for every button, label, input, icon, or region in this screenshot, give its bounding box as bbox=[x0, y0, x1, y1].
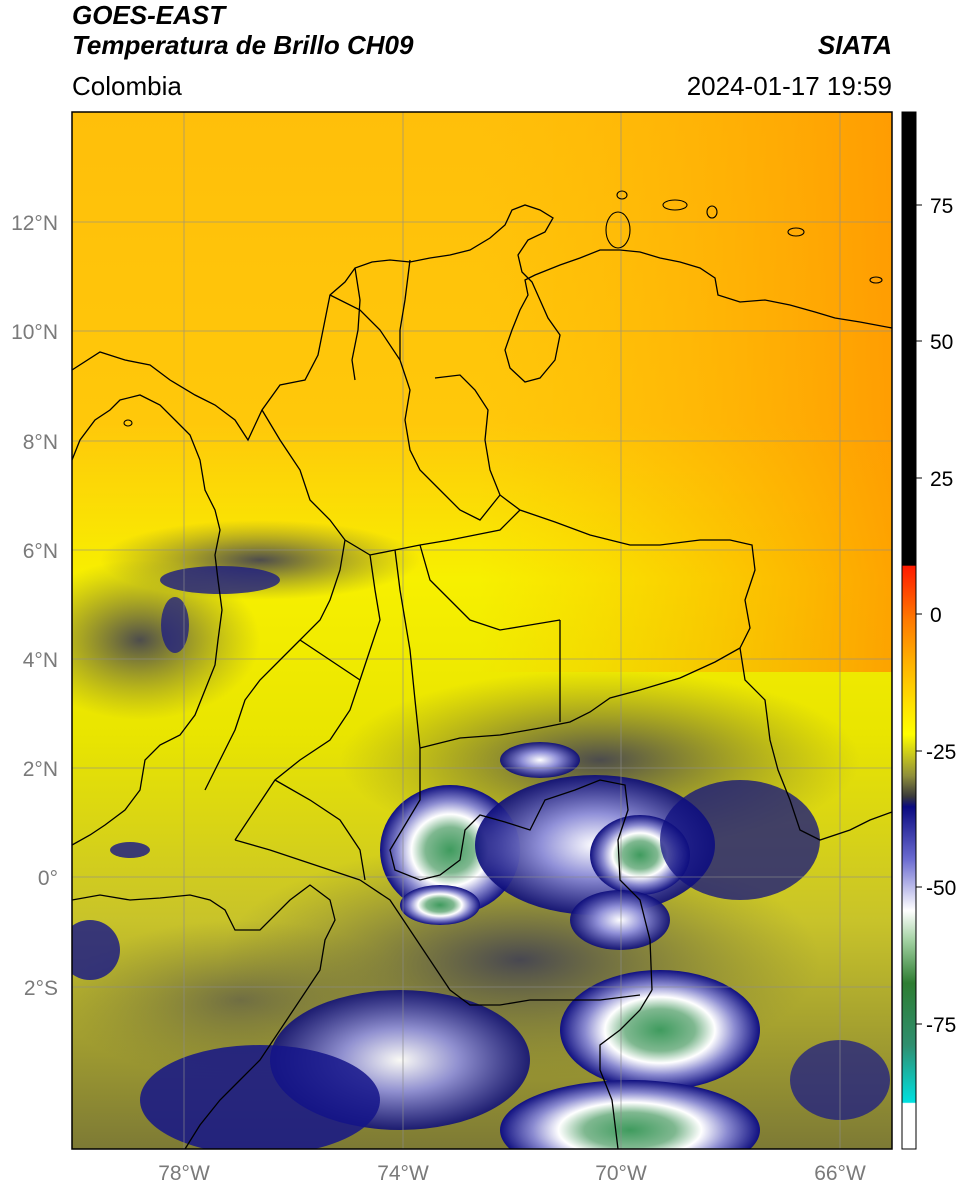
lon-tick-label: 78°W bbox=[158, 1162, 210, 1185]
lat-tick-label: 8°N bbox=[23, 431, 58, 454]
lat-tick-label: 6°N bbox=[23, 540, 58, 563]
coastlines-and-borders bbox=[72, 204, 892, 1149]
colorbar-tick-label: 25 bbox=[930, 468, 953, 491]
colorbar: 75 50 25 0 -25 -50 -75 bbox=[901, 111, 956, 1150]
lat-tick-label: 10°N bbox=[11, 321, 58, 344]
colorbar-tick-label: 50 bbox=[930, 331, 953, 354]
colorbar-tick-label: 75 bbox=[930, 195, 953, 218]
lon-tick-label: 70°W bbox=[595, 1162, 647, 1185]
colorbar-tick-label: -75 bbox=[926, 1014, 956, 1037]
islands bbox=[123, 190, 883, 427]
lon-tick-label: 66°W bbox=[814, 1162, 866, 1185]
product-title: Temperatura de Brillo CH09 bbox=[72, 30, 414, 60]
map-frame bbox=[71, 111, 893, 1150]
satellite-title: GOES-EAST bbox=[72, 0, 226, 30]
lon-tick-label: 74°W bbox=[377, 1162, 429, 1185]
longitude-axis: 78°W 74°W 70°W 66°W bbox=[158, 1162, 866, 1185]
region-label: Colombia bbox=[72, 71, 182, 101]
lat-tick-label: 2°N bbox=[23, 758, 58, 781]
colorbar-gradient bbox=[901, 111, 917, 1150]
lat-tick-label: 12°N bbox=[11, 212, 58, 235]
colorbar-tick-label: 0 bbox=[930, 604, 942, 627]
graticule bbox=[72, 112, 892, 1149]
lat-tick-label: 0° bbox=[38, 867, 58, 890]
lat-tick-label: 4°N bbox=[23, 649, 58, 672]
colorbar-tick-label: -50 bbox=[926, 877, 956, 900]
datetime-label: 2024-01-17 19:59 bbox=[686, 71, 892, 101]
colorbar-tick-label: -25 bbox=[926, 741, 956, 764]
latitude-axis: 12°N 10°N 8°N 6°N 4°N 2°N 0° 2°S bbox=[11, 212, 58, 1000]
lat-tick-label: 2°S bbox=[24, 977, 58, 1000]
source-label: SIATA bbox=[817, 30, 892, 60]
brightness-temperature-field bbox=[72, 112, 892, 1149]
